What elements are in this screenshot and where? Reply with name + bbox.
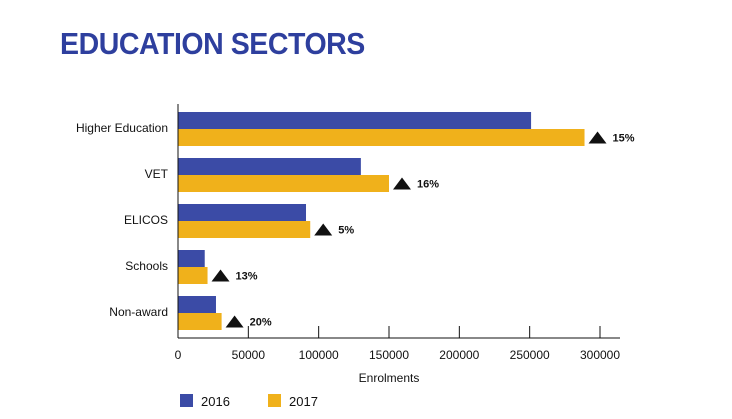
growth-label: 13%: [236, 271, 258, 283]
x-axis-label: Enrolments: [359, 371, 420, 385]
legend-swatch-2016: [180, 394, 193, 407]
bar-2016-elicos: [178, 204, 307, 221]
x-tick-label: 200000: [439, 348, 479, 362]
bar-2016-non-award: [178, 296, 216, 313]
x-tick-label: 300000: [580, 348, 620, 362]
bar-2016-schools: [178, 250, 205, 267]
bar-2016-vet: [178, 158, 361, 175]
bar-2017-non-award: [178, 313, 222, 330]
bar-2017-vet: [178, 175, 389, 192]
legend: 2016 2017: [180, 394, 318, 409]
category-label: Higher Education: [76, 121, 168, 135]
growth-label: 15%: [613, 133, 635, 145]
up-triangle-icon: [588, 131, 607, 144]
x-tick-label: 50000: [232, 348, 266, 362]
x-tick-label: 0: [175, 348, 182, 362]
growth-label: 16%: [417, 179, 439, 191]
legend-label-2016: 2016: [201, 394, 230, 409]
category-label: ELICOS: [124, 213, 168, 227]
x-axis: 0 50000 100000 150000 200000 250000 300000: [175, 104, 620, 362]
up-triangle-icon: [211, 269, 230, 282]
category-label: VET: [145, 167, 169, 181]
category-label: Non-award: [109, 305, 168, 319]
growth-label: 5%: [338, 225, 354, 237]
category-labels: Higher Education VET ELICOS Schools Non-awar…: [76, 121, 169, 319]
legend-label-2017: 2017: [289, 394, 318, 409]
bar-2016-higher-education: [178, 112, 532, 129]
up-triangle-icon: [393, 177, 411, 190]
chart-title: EDUCATION SECTORS: [60, 26, 365, 61]
up-triangle-icon: [314, 223, 333, 236]
x-tick-label: 250000: [510, 348, 550, 362]
category-label: Schools: [125, 259, 168, 273]
bars-layer: 15% 16% 5% 13% 20%: [178, 112, 635, 330]
bar-2017-higher-education: [178, 129, 585, 146]
legend-swatch-2017: [268, 394, 281, 407]
bar-2017-elicos: [178, 221, 311, 238]
bar-2017-schools: [178, 267, 208, 284]
up-triangle-icon: [225, 315, 244, 328]
growth-label: 20%: [250, 317, 272, 329]
x-tick-label: 100000: [299, 348, 339, 362]
x-tick-label: 150000: [369, 348, 409, 362]
